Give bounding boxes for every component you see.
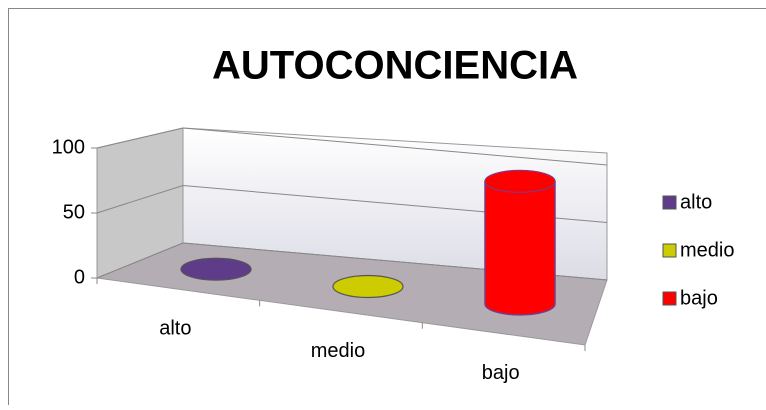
y-tick-label: 100 xyxy=(52,136,85,158)
bar-top xyxy=(485,170,555,192)
chart-title: AUTOCONCIENCIA xyxy=(212,44,578,88)
bar-top xyxy=(181,258,251,280)
x-tick-label: medio xyxy=(311,340,365,362)
legend-swatch xyxy=(663,244,676,257)
y-tick-label: 0 xyxy=(74,266,85,288)
x-tick-label: bajo xyxy=(482,362,520,384)
legend-swatch xyxy=(663,196,676,209)
bar-body xyxy=(485,181,555,315)
x-tick-label: alto xyxy=(159,317,191,339)
legend-label: alto xyxy=(680,191,712,213)
legend-swatch xyxy=(663,292,676,305)
legend-label: bajo xyxy=(680,287,718,309)
y-tick-label: 50 xyxy=(63,201,85,223)
bar-top xyxy=(333,276,403,298)
legend-label: medio xyxy=(680,239,734,261)
